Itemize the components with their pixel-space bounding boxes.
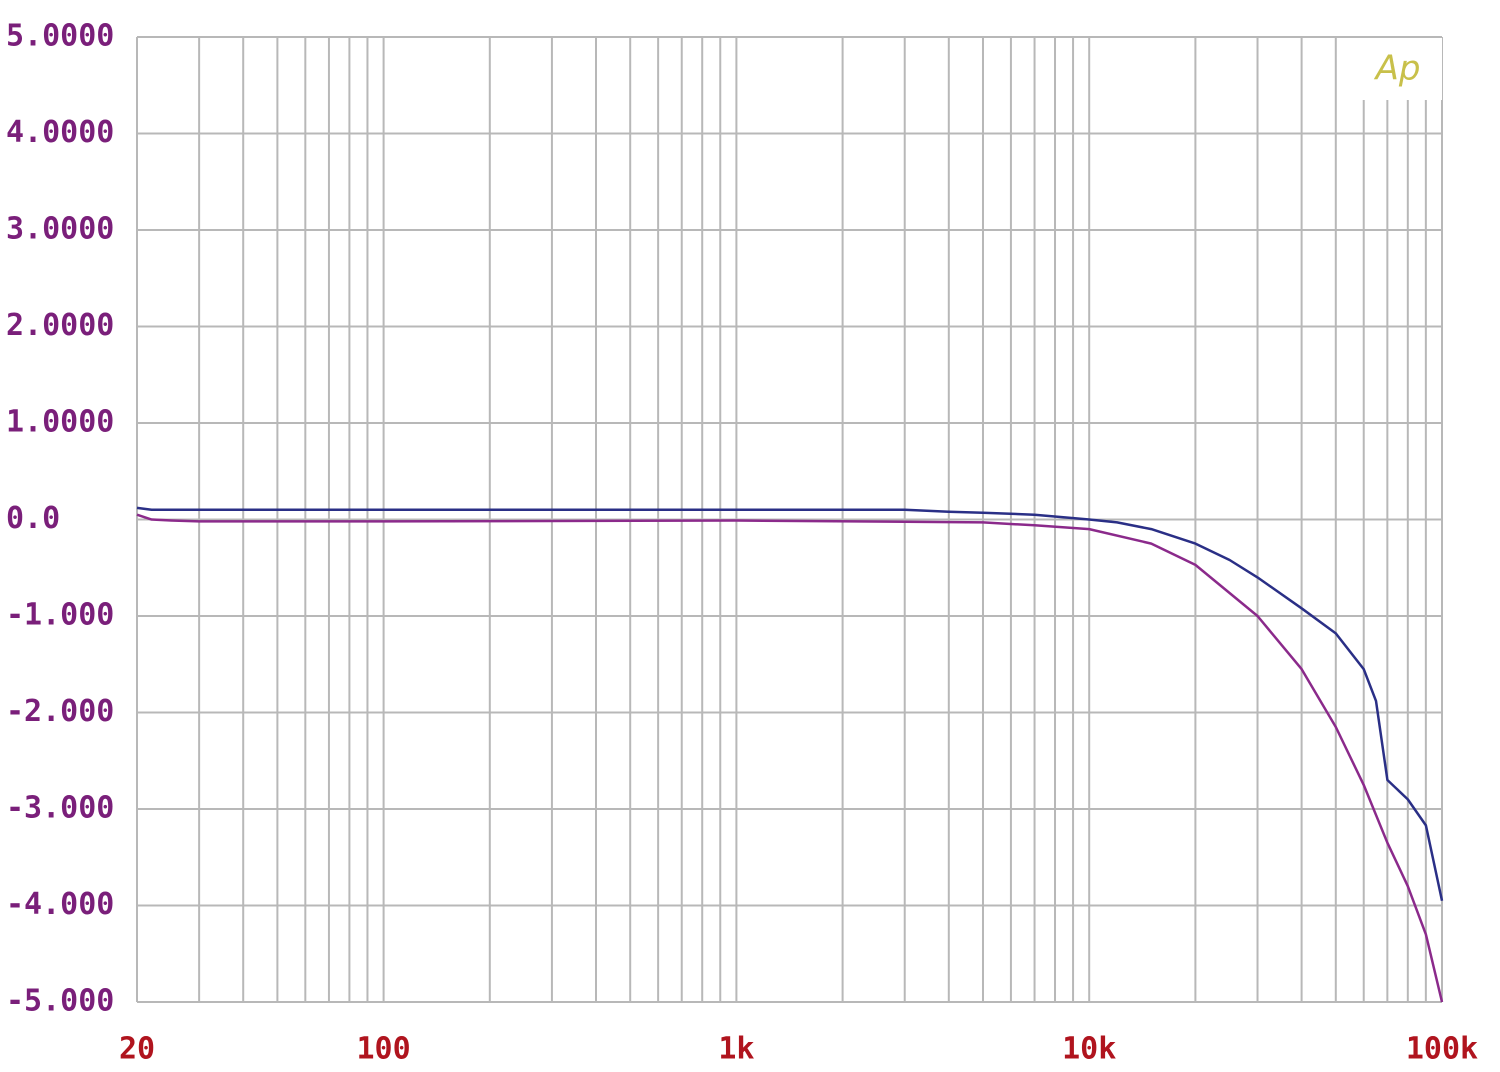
y-tick-label: 0.0	[6, 501, 60, 536]
y-tick-label: 4.0000	[6, 115, 114, 150]
y-tick-label: 1.0000	[6, 405, 114, 440]
x-tick-label: 1k	[718, 1032, 754, 1067]
y-tick-label: 3.0000	[6, 212, 114, 247]
x-tick-label: 20	[119, 1032, 155, 1067]
data-line	[136, 513, 1444, 1003]
y-tick-label: -5.000	[6, 984, 114, 1019]
x-tick-label: 100k	[1406, 1032, 1478, 1067]
y-tick-label: -2.000	[6, 694, 114, 729]
y-tick-label: -1.000	[6, 598, 114, 633]
y-tick-label: -4.000	[6, 887, 114, 922]
y-tick-label: 5.0000	[6, 19, 114, 54]
logo-backdrop	[1362, 38, 1442, 100]
x-tick-label: 100	[357, 1032, 411, 1067]
x-tick-label: 10k	[1062, 1032, 1116, 1067]
data-line	[136, 506, 1444, 901]
y-tick-label: -3.000	[6, 791, 114, 826]
y-tick-label: 2.0000	[6, 308, 114, 343]
logo: Ap	[1374, 49, 1421, 89]
